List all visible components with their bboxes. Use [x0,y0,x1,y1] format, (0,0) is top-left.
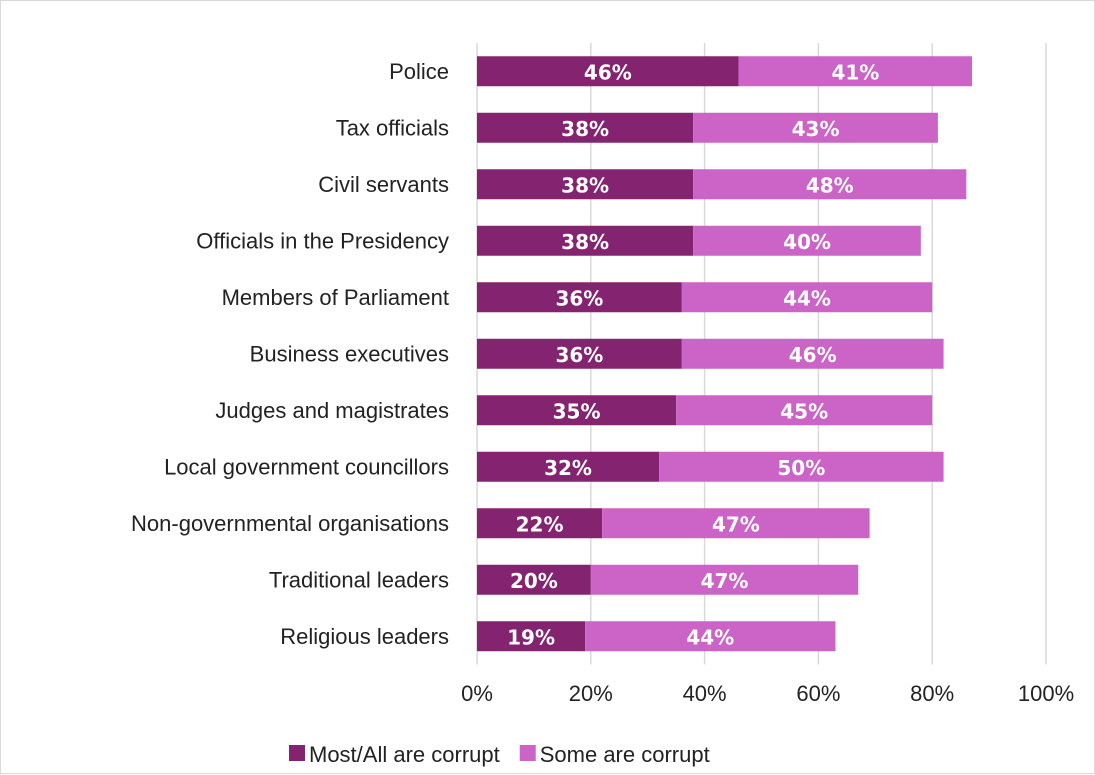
bar-segment [693,169,967,200]
category-label: Police [389,59,449,84]
legend-label: Most/All are corrupt [309,742,500,767]
bar-value-label: 38% [561,117,609,141]
bar-segment [477,112,694,143]
bar-value-label: 20% [510,569,558,593]
bar-value-label: 43% [792,117,840,141]
category-label: Members of Parliament [222,285,449,310]
category-label: Non-governmental organisations [131,511,449,536]
category-label: Civil servants [318,172,449,197]
category-label: Officials in the Presidency [196,228,449,253]
category-label: Religious leaders [280,624,449,649]
bar-value-label: 35% [553,399,601,423]
x-axis-tick-labels: 0% 20% 40% 60% 80% 100% [461,681,1074,706]
category-label: Local government councillors [164,454,449,479]
bar-segment [681,338,944,369]
bar-value-label: 45% [780,399,828,423]
bar-segment [477,225,694,256]
category-label: Judges and magistrates [215,398,449,423]
bar-value-label: 46% [789,343,837,367]
bar-segment [477,282,682,313]
category-label: Business executives [250,341,449,366]
bar-segment [477,621,586,652]
bar-value-label: 38% [561,230,609,254]
legend-swatch [519,745,536,761]
legend-swatch [289,745,305,761]
bar-segment [477,508,603,539]
x-tick-label: 60% [796,681,840,706]
bar-segment [693,225,921,256]
x-tick-label: 100% [1018,681,1074,706]
bar-value-label: 38% [561,173,609,197]
bar-segment [477,338,682,369]
bar-value-labels: 46% 41% 38% 43% 38% 48% 38% 40% 36% 44% 36% 46% 35% 4… [507,60,879,649]
bar-value-label: 36% [555,286,603,310]
bar-value-label: 41% [831,60,879,84]
bar-value-label: 40% [783,230,831,254]
bar-value-label: 19% [507,625,555,649]
category-label: Tax officials [336,115,449,140]
bar-segment [681,282,933,313]
bar-segment [590,564,859,595]
bar-value-label: 47% [712,512,760,536]
bar-segment [585,621,836,652]
x-tick-label: 0% [461,681,493,706]
bar-value-label: 47% [701,569,749,593]
legend: Most/All are corrupt Some are corrupt [289,742,710,767]
x-tick-label: 80% [910,681,954,706]
bar-value-label: 32% [544,456,592,480]
bar-value-label: 46% [584,60,632,84]
category-label: Traditional leaders [269,567,449,592]
bar-value-label: 22% [516,512,564,536]
bar-value-label: 50% [777,456,825,480]
x-tick-label: 20% [569,681,613,706]
bar-segment [477,564,591,595]
bar-segment [477,169,694,200]
category-labels: Police Tax officials Civil servants Officia… [131,59,449,649]
bar-segment [693,112,938,143]
bar-segment [477,395,677,426]
bar-segment [659,451,944,482]
legend-label: Some are corrupt [540,742,710,767]
bar-segment [477,451,660,482]
bar-segment [477,56,739,87]
bar-segment [676,395,933,426]
bar-segment [738,56,973,87]
x-tick-label: 40% [683,681,727,706]
bars [477,56,973,652]
bar-segment [602,508,870,539]
bar-value-label: 48% [806,173,854,197]
bar-value-label: 44% [686,625,734,649]
bar-value-label: 36% [555,343,603,367]
bar-value-label: 44% [783,286,831,310]
